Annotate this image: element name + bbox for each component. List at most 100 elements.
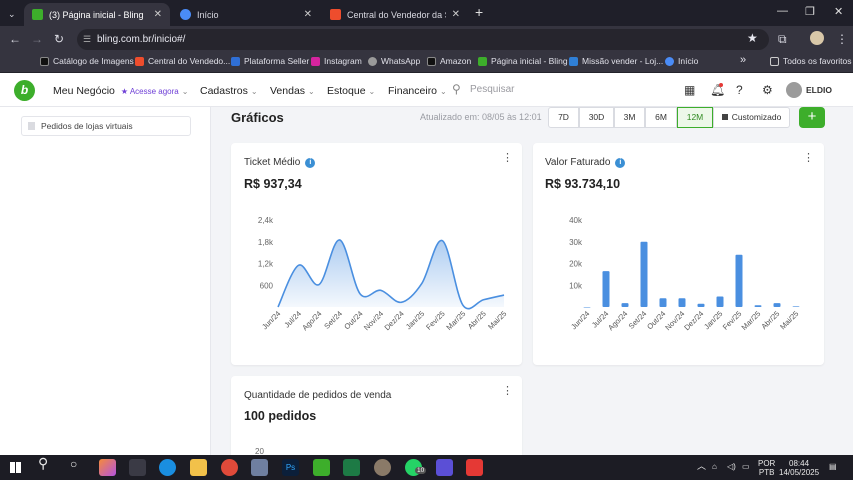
y-tick-label: 600 (260, 281, 274, 290)
period-6m[interactable]: 6M (645, 107, 677, 128)
windows-start-icon[interactable] (10, 462, 21, 473)
card-menu-icon[interactable]: ⋮ (803, 152, 814, 164)
back-arrow-icon[interactable]: ← (9, 32, 21, 46)
bookmarks-bar: Catálogo de Imagens Central do Vendedo..… (0, 52, 853, 73)
calculator-icon[interactable] (251, 459, 268, 476)
add-chart-button[interactable]: + (799, 107, 825, 128)
apps-grid-icon[interactable]: ▦ (684, 83, 696, 97)
period-7d[interactable]: 7D (548, 107, 579, 128)
bookmark-item[interactable]: Central do Vendedo... (135, 56, 230, 66)
bling-app-icon[interactable] (313, 459, 330, 476)
copilot-icon[interactable] (99, 459, 116, 476)
bookmark-item[interactable]: Instagram (311, 56, 362, 66)
battery-icon[interactable]: ▭ (742, 462, 750, 471)
bookmarks-overflow-button[interactable]: » (740, 54, 747, 66)
user-name[interactable]: ELDIO (806, 85, 832, 95)
photoshop-icon[interactable]: Ps (282, 459, 299, 476)
more-menu-icon[interactable]: ⋮ (836, 32, 848, 46)
notifications-icon[interactable]: ▤ (829, 462, 837, 471)
info-icon[interactable]: i (615, 157, 626, 168)
y-tick-label: 1,2k (258, 260, 274, 269)
sidebar-item-pedidos-lojas[interactable]: Pedidos de lojas virtuais (21, 116, 191, 136)
x-tick-label: Nov/24 (362, 309, 385, 332)
gimp-icon[interactable] (374, 459, 391, 476)
tab-shopee[interactable]: Central do Vendedor da Shope ✕ (322, 3, 468, 26)
nav-cadastros[interactable]: Cadastros ⌄ (200, 85, 258, 97)
y-tick-label: 20k (569, 260, 583, 269)
bookmark-item[interactable]: Missão vender - Loj... (569, 56, 663, 66)
x-tick-label: Jan/25 (702, 309, 724, 331)
site-info-icon[interactable]: ☰ (83, 34, 92, 44)
profile-avatar[interactable] (810, 31, 824, 45)
close-icon[interactable]: ✕ (451, 9, 460, 20)
search-icon: ⚲ (452, 82, 461, 96)
chrome-icon[interactable] (221, 459, 238, 476)
bookmark-item[interactable]: Página inicial - Bling (478, 56, 568, 66)
close-icon[interactable]: ✕ (153, 9, 162, 20)
reload-icon[interactable]: ↻ (54, 32, 65, 46)
catalog-icon (40, 56, 49, 66)
card-menu-icon[interactable]: ⋮ (502, 152, 513, 164)
acesse-agora-badge[interactable]: ★ Acesse agora (120, 86, 179, 96)
language-indicator[interactable]: POR PTB (758, 459, 776, 477)
calendar-icon (721, 114, 728, 120)
nav-financeiro[interactable]: Financeiro ⌄ (388, 85, 447, 97)
edge-icon[interactable] (159, 459, 176, 476)
tray-chevron-icon[interactable]: ︿ (697, 461, 707, 471)
tab-inicio[interactable]: Início ✕ (172, 3, 320, 26)
shopee-favicon-icon (330, 9, 341, 20)
valor-faturado-chart: 40k30k20k10kJun/24Jul/24Ago/24Set/24Out/… (569, 216, 800, 332)
avatar[interactable] (786, 82, 802, 98)
store-icon[interactable] (129, 459, 146, 476)
network-icon[interactable]: ⌂ (712, 462, 717, 471)
gear-icon[interactable]: ⚙ (762, 83, 773, 97)
bling-logo[interactable]: b (14, 80, 35, 101)
tab-title: Central do Vendedor da Shope (347, 9, 446, 20)
folder-icon (770, 56, 779, 66)
bookmark-item[interactable]: WhatsApp (368, 56, 420, 66)
x-tick-label: Dez/24 (682, 309, 705, 332)
volume-icon[interactable]: ◁) (727, 462, 736, 471)
series-line (277, 239, 505, 310)
address-bar[interactable]: ☰ bling.com.br/inicio#/ (77, 29, 769, 50)
close-window-button[interactable]: ✕ (834, 6, 844, 18)
task-view-icon[interactable]: ○ (70, 457, 78, 471)
new-tab-button[interactable]: + (475, 4, 484, 20)
forward-arrow-icon[interactable]: → (31, 32, 43, 46)
close-icon[interactable]: ✕ (303, 9, 312, 20)
extensions-icon[interactable]: ⧉ (778, 32, 787, 46)
period-3m[interactable]: 3M (614, 107, 645, 128)
minimize-button[interactable]: — (777, 5, 788, 17)
search-icon[interactable]: ⚲ (38, 455, 49, 471)
tab-list-button[interactable]: ⌄ (2, 3, 24, 26)
help-icon[interactable]: ? (736, 83, 743, 97)
all-bookmarks-button[interactable]: Todos os favoritos (770, 56, 852, 66)
period-30d[interactable]: 30D (579, 107, 614, 128)
bar (773, 303, 781, 307)
bar (735, 254, 743, 307)
bookmark-item[interactable]: Amazon (427, 56, 471, 66)
clock[interactable]: 08:44 14/05/2025 (779, 459, 820, 477)
store-icon (569, 56, 578, 66)
bookmark-item[interactable]: Plataforma Seller (231, 56, 309, 66)
recorder-icon[interactable] (466, 459, 483, 476)
bar (697, 303, 705, 307)
info-icon[interactable]: i (305, 157, 316, 168)
bookmark-star-icon[interactable]: ★ (747, 31, 758, 45)
nav-vendas[interactable]: Vendas ⌄ (270, 85, 315, 97)
search-input[interactable]: Pesquisar (470, 84, 515, 95)
explorer-icon[interactable] (190, 459, 207, 476)
bookmark-item[interactable]: Início (665, 56, 698, 66)
nav-meu-negocio[interactable]: Meu Negócio ★ Acesse agora ⌄ (53, 85, 189, 97)
tab-bling[interactable]: (3) Página inicial - Bling ✕ (24, 3, 170, 26)
y-tick-label: 2,4k (258, 216, 274, 225)
nav-estoque[interactable]: Estoque ⌄ (327, 85, 376, 97)
sidebar: Pedidos de lojas virtuais (0, 107, 211, 455)
bookmark-item[interactable]: Catálogo de Imagens (40, 56, 134, 66)
period-custom[interactable]: Customizado (713, 107, 790, 128)
excel-icon[interactable] (343, 459, 360, 476)
app-icon[interactable] (436, 459, 453, 476)
period-12m[interactable]: 12M (677, 107, 713, 128)
maximize-button[interactable]: ❐ (805, 6, 815, 18)
card-menu-icon[interactable]: ⋮ (502, 385, 513, 397)
